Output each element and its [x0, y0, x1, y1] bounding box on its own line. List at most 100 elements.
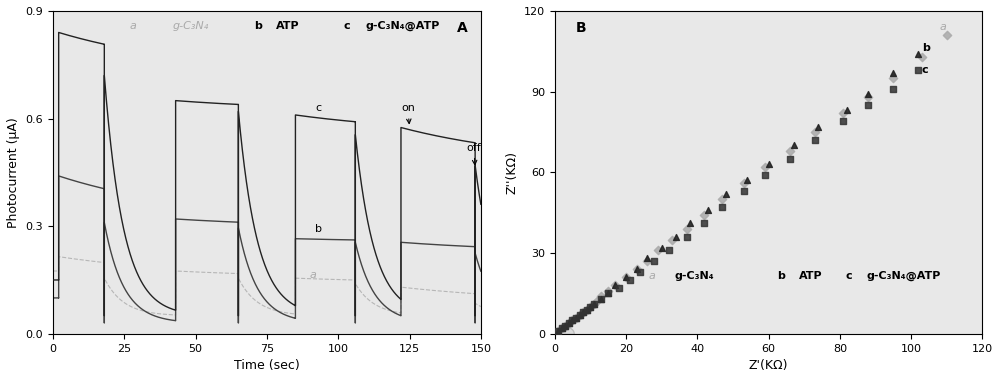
g-C₃N₄@ATP	[807, 137, 823, 143]
g-C₃N₄	[807, 129, 823, 135]
Text: c: c	[315, 103, 322, 113]
g-C₃N₄@ATP	[554, 325, 570, 331]
g-C₃N₄	[564, 317, 580, 323]
ATP	[718, 191, 734, 197]
X-axis label: Z'(KΩ): Z'(KΩ)	[749, 359, 788, 372]
ATP	[564, 317, 580, 323]
g-C₃N₄	[835, 110, 851, 116]
g-C₃N₄@ATP	[568, 315, 584, 321]
g-C₃N₄@ATP	[564, 317, 580, 323]
X-axis label: Time (sec): Time (sec)	[234, 359, 300, 372]
Text: a: a	[130, 20, 137, 31]
ATP	[600, 290, 616, 296]
g-C₃N₄	[736, 180, 752, 186]
ATP	[629, 266, 645, 272]
Text: ATP: ATP	[799, 271, 822, 281]
g-C₃N₄@ATP	[757, 172, 773, 178]
g-C₃N₄	[561, 320, 577, 326]
g-C₃N₄	[914, 54, 930, 60]
ATP	[586, 301, 602, 307]
g-C₃N₄@ATP	[575, 309, 591, 315]
ATP	[593, 296, 609, 302]
g-C₃N₄@ATP	[586, 301, 602, 307]
g-C₃N₄@ATP	[579, 307, 595, 313]
g-C₃N₄	[757, 164, 773, 170]
g-C₃N₄@ATP	[593, 296, 609, 302]
ATP	[572, 312, 588, 318]
Text: B: B	[576, 20, 587, 34]
g-C₃N₄	[568, 315, 584, 321]
g-C₃N₄@ATP	[611, 285, 627, 291]
Text: g-C₃N₄@ATP: g-C₃N₄@ATP	[365, 20, 440, 31]
ATP	[839, 108, 855, 114]
g-C₃N₄	[557, 323, 573, 329]
g-C₃N₄	[607, 282, 623, 288]
ATP	[607, 282, 623, 288]
ATP	[579, 307, 595, 313]
g-C₃N₄	[664, 236, 680, 243]
g-C₃N₄@ATP	[714, 204, 730, 210]
ATP	[639, 255, 655, 262]
g-C₃N₄@ATP	[622, 277, 638, 283]
g-C₃N₄	[550, 328, 566, 334]
ATP	[761, 161, 777, 167]
g-C₃N₄@ATP	[561, 320, 577, 326]
ATP	[557, 323, 573, 329]
g-C₃N₄	[860, 94, 876, 100]
g-C₃N₄	[679, 226, 695, 232]
ATP	[550, 328, 566, 334]
ATP	[554, 325, 570, 331]
Text: a: a	[310, 270, 317, 280]
Text: off: off	[467, 143, 481, 165]
ATP	[668, 234, 684, 240]
g-C₃N₄	[554, 325, 570, 331]
g-C₃N₄	[579, 307, 595, 313]
g-C₃N₄	[714, 196, 730, 202]
g-C₃N₄	[782, 148, 798, 154]
ATP	[786, 143, 802, 149]
Text: b: b	[922, 43, 930, 53]
Text: c: c	[922, 65, 929, 75]
Y-axis label: Z''(KΩ): Z''(KΩ)	[505, 151, 518, 194]
Text: ATP: ATP	[275, 20, 299, 31]
Text: on: on	[401, 103, 415, 124]
g-C₃N₄@ATP	[782, 156, 798, 162]
ATP	[810, 124, 826, 130]
g-C₃N₄	[582, 304, 598, 310]
g-C₃N₄@ATP	[860, 102, 876, 108]
g-C₃N₄	[639, 258, 655, 264]
Text: g-C₃N₄: g-C₃N₄	[173, 20, 209, 31]
ATP	[654, 245, 670, 251]
g-C₃N₄@ATP	[557, 323, 573, 329]
g-C₃N₄	[629, 266, 645, 272]
ATP	[582, 304, 598, 310]
Polygon shape	[556, 327, 574, 334]
g-C₃N₄	[586, 301, 602, 307]
g-C₃N₄@ATP	[910, 67, 926, 73]
Text: c: c	[344, 20, 351, 31]
ATP	[700, 207, 716, 213]
g-C₃N₄	[650, 247, 666, 254]
Text: b: b	[254, 20, 262, 31]
g-C₃N₄	[575, 309, 591, 315]
g-C₃N₄@ATP	[582, 304, 598, 310]
ATP	[618, 274, 634, 280]
g-C₃N₄	[885, 75, 901, 81]
Text: c: c	[846, 271, 852, 281]
g-C₃N₄@ATP	[661, 247, 677, 254]
ATP	[910, 51, 926, 57]
g-C₃N₄@ATP	[550, 328, 566, 334]
g-C₃N₄@ATP	[572, 312, 588, 318]
ATP	[568, 315, 584, 321]
Text: g-C₃N₄@ATP: g-C₃N₄@ATP	[867, 271, 941, 281]
g-C₃N₄	[593, 293, 609, 299]
ATP	[682, 221, 698, 227]
Y-axis label: Photocurrent (μA): Photocurrent (μA)	[7, 117, 20, 228]
ATP	[739, 177, 755, 183]
ATP	[885, 70, 901, 76]
Text: g-C₃N₄: g-C₃N₄	[674, 271, 714, 281]
g-C₃N₄@ATP	[835, 118, 851, 124]
g-C₃N₄@ATP	[646, 258, 662, 264]
ATP	[561, 320, 577, 326]
g-C₃N₄	[939, 32, 955, 38]
